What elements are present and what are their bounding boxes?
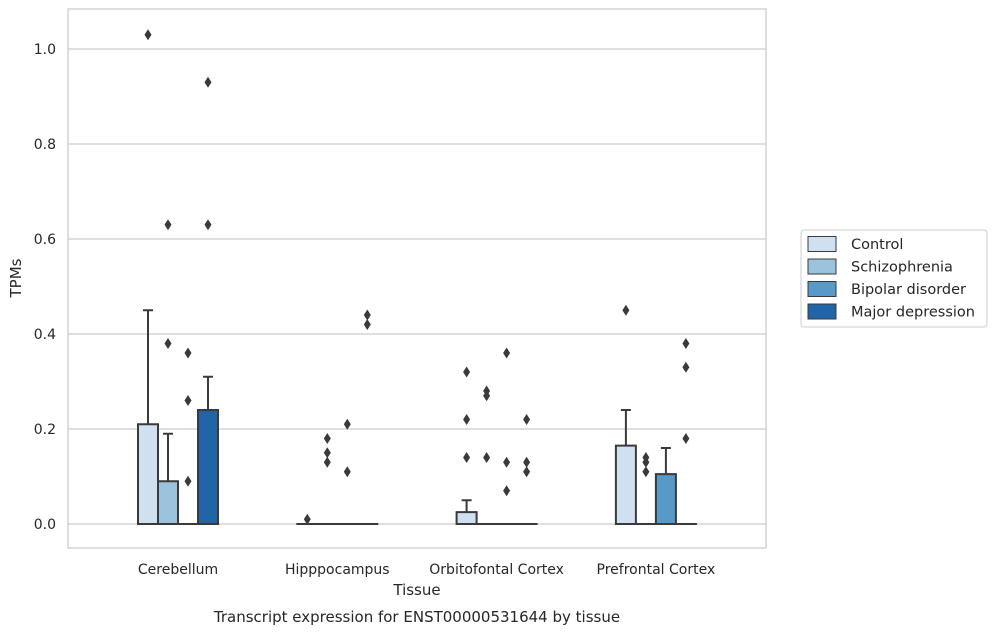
- legend-label: Control: [851, 237, 903, 253]
- legend-label: Major depression: [851, 305, 975, 321]
- y-tick-label: 1.0: [34, 42, 56, 58]
- outlier-marker: [523, 414, 531, 425]
- outlier-marker: [184, 347, 192, 359]
- x-axis-ticks: Cerebellum Hipppocampus Orbitofontal Corte…: [138, 562, 715, 578]
- outlier-marker: [184, 395, 192, 406]
- outlier-marker: [363, 319, 371, 330]
- outlier-marker: [144, 29, 152, 41]
- outlier-marker: [323, 433, 331, 444]
- outlier-marker: [363, 309, 371, 321]
- outlier-marker: [483, 390, 491, 402]
- x-axis-title: Tissue: [392, 581, 440, 599]
- legend-label: Bipolar disorder: [851, 282, 966, 298]
- x-tick-label: Cerebellum: [138, 562, 218, 578]
- outlier-marker: [503, 485, 511, 497]
- outlier-marker: [463, 414, 471, 425]
- y-tick-label: 0.2: [34, 422, 56, 438]
- outlier-marker: [682, 433, 690, 444]
- y-axis-title: TPMs: [7, 258, 25, 298]
- legend-frame: [800, 229, 988, 328]
- outlier-marker: [303, 513, 311, 525]
- bar: [614, 444, 637, 525]
- bar: [157, 480, 179, 525]
- legend-label: Schizophrenia: [851, 260, 953, 276]
- outlier-marker: [204, 76, 212, 88]
- outlier-marker: [682, 361, 690, 373]
- outlier-marker: [463, 452, 471, 463]
- legend-swatch: [807, 258, 837, 275]
- legend-swatch: [807, 303, 837, 320]
- bar: [137, 423, 159, 525]
- bars: [137, 409, 697, 526]
- legend-swatch: [807, 281, 837, 297]
- outlier-marker: [503, 456, 511, 468]
- outlier-marker: [164, 219, 172, 231]
- outlier-points: [144, 29, 690, 525]
- outlier-marker: [323, 447, 331, 459]
- y-tick-label: 0.6: [34, 232, 56, 248]
- x-tick-label: Prefrontal Cortex: [597, 562, 716, 578]
- outlier-marker: [682, 338, 690, 349]
- outlier-marker: [343, 418, 351, 430]
- outlier-marker: [343, 466, 351, 478]
- outlier-marker: [523, 456, 531, 468]
- outlier-marker: [323, 456, 331, 468]
- bar: [654, 473, 677, 525]
- x-tick-label: Hipppocampus: [285, 562, 390, 578]
- outlier-marker: [642, 466, 650, 478]
- outlier-marker: [642, 456, 650, 468]
- outlier-marker: [483, 452, 491, 463]
- outlier-marker: [523, 466, 531, 478]
- outlier-marker: [622, 304, 630, 316]
- legend: Control Schizophrenia Bipolar disorder Majo…: [800, 229, 988, 328]
- y-tick-label: 0.8: [34, 137, 56, 153]
- y-axis-ticks: 0.0 0.2 0.4 0.6 0.8 1.0: [34, 42, 56, 533]
- bar: [197, 409, 219, 525]
- chart-caption: Transcript expression for ENST0000053164…: [213, 608, 620, 626]
- y-tick-label: 0.4: [34, 327, 56, 343]
- outlier-marker: [164, 338, 172, 349]
- bar: [455, 511, 478, 525]
- outlier-marker: [463, 366, 471, 378]
- y-tick-label: 0.0: [34, 517, 56, 533]
- plot-frame: [67, 8, 767, 549]
- outlier-marker: [503, 347, 511, 359]
- error-bars: [143, 309, 671, 513]
- outlier-marker: [184, 475, 192, 487]
- legend-swatch: [807, 236, 837, 252]
- outlier-marker: [204, 219, 212, 231]
- x-tick-label: Orbitofontal Cortex: [429, 562, 564, 578]
